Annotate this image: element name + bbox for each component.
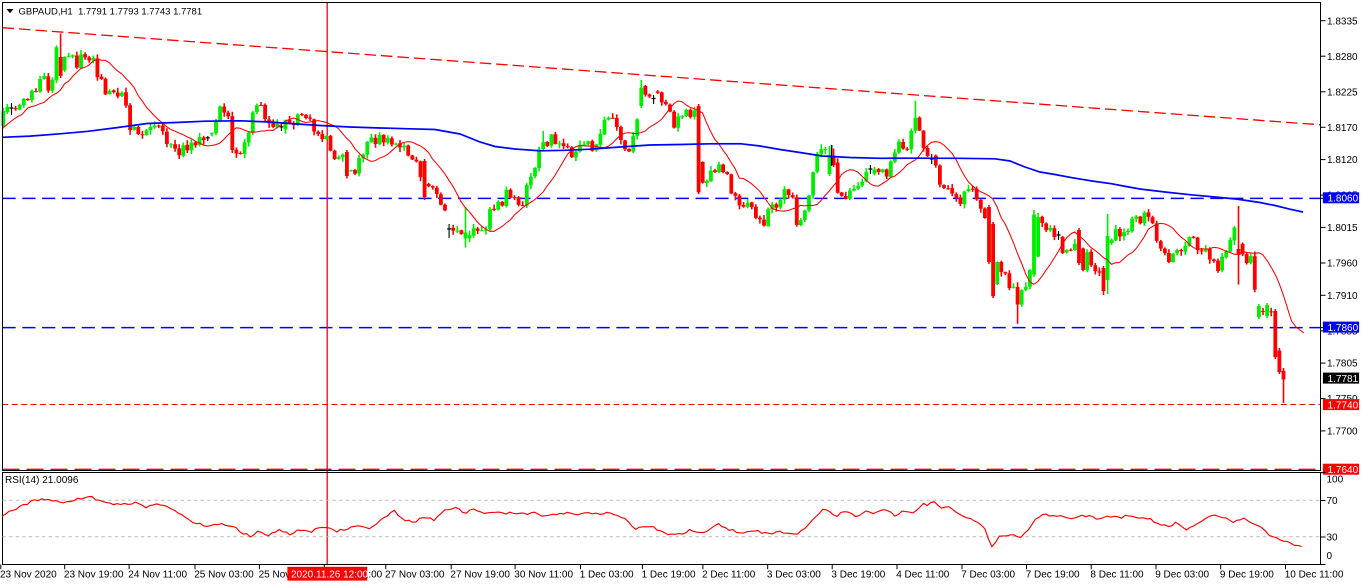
svg-text:RSI(14) 21.0096: RSI(14) 21.0096 <box>5 475 79 486</box>
svg-text:1.8060: 1.8060 <box>1328 194 1359 205</box>
svg-text:1.7805: 1.7805 <box>1327 359 1358 370</box>
svg-text:1.7960: 1.7960 <box>1327 259 1358 270</box>
svg-text:2020.11.26 12:00: 2020.11.26 12:00 <box>291 570 369 581</box>
svg-text:1.7910: 1.7910 <box>1327 291 1358 302</box>
svg-text:23 Nov 2020: 23 Nov 2020 <box>0 570 57 581</box>
svg-text:1.7640: 1.7640 <box>1328 465 1359 476</box>
svg-text:8 Dec 11:00: 8 Dec 11:00 <box>1090 570 1144 581</box>
svg-text:1.7700: 1.7700 <box>1327 427 1358 438</box>
svg-text:10 Dec 11:00: 10 Dec 11:00 <box>1285 570 1344 581</box>
svg-text:1.8015: 1.8015 <box>1327 223 1358 234</box>
svg-text:9 Dec 19:00: 9 Dec 19:00 <box>1220 570 1274 581</box>
svg-text:25 Nov 03:00: 25 Nov 03:00 <box>194 570 254 581</box>
svg-text:30 Nov 11:00: 30 Nov 11:00 <box>514 570 573 581</box>
svg-text:2 Dec 11:00: 2 Dec 11:00 <box>702 570 756 581</box>
svg-text:7 Dec 03:00: 7 Dec 03:00 <box>961 570 1015 581</box>
svg-text:1.8120: 1.8120 <box>1327 155 1358 166</box>
svg-text:23 Nov 19:00: 23 Nov 19:00 <box>64 570 124 581</box>
svg-text:3 Dec 19:00: 3 Dec 19:00 <box>831 570 885 581</box>
svg-text:70: 70 <box>1327 496 1339 507</box>
svg-text:GBPAUD,H1 1.7791 1.7793 1.774: GBPAUD,H1 1.7791 1.7793 1.7743 1.7781 <box>19 6 203 17</box>
svg-text:1 Dec 03:00: 1 Dec 03:00 <box>580 570 634 581</box>
svg-text:1.8335: 1.8335 <box>1327 16 1358 27</box>
svg-text:24 Nov 11:00: 24 Nov 11:00 <box>128 570 187 581</box>
svg-text:7 Dec 19:00: 7 Dec 19:00 <box>1026 570 1080 581</box>
svg-text:1.7781: 1.7781 <box>1328 374 1359 385</box>
svg-text:30: 30 <box>1327 533 1339 544</box>
svg-text:4 Dec 11:00: 4 Dec 11:00 <box>896 570 950 581</box>
svg-text:1.8170: 1.8170 <box>1327 123 1358 134</box>
svg-text:27 Nov 03:00: 27 Nov 03:00 <box>385 570 445 581</box>
svg-text:1 Dec 19:00: 1 Dec 19:00 <box>642 570 696 581</box>
svg-text:27 Nov 19:00: 27 Nov 19:00 <box>450 570 510 581</box>
svg-text:9 Dec 03:00: 9 Dec 03:00 <box>1155 570 1209 581</box>
svg-text:3 Dec 03:00: 3 Dec 03:00 <box>767 570 821 581</box>
svg-text:1.7860: 1.7860 <box>1328 323 1359 334</box>
svg-text:100: 100 <box>1327 475 1344 486</box>
svg-text:1.8280: 1.8280 <box>1327 52 1358 63</box>
svg-text:1.8225: 1.8225 <box>1327 87 1358 98</box>
svg-text:0: 0 <box>1327 551 1333 562</box>
svg-text:1.7740: 1.7740 <box>1328 400 1359 411</box>
